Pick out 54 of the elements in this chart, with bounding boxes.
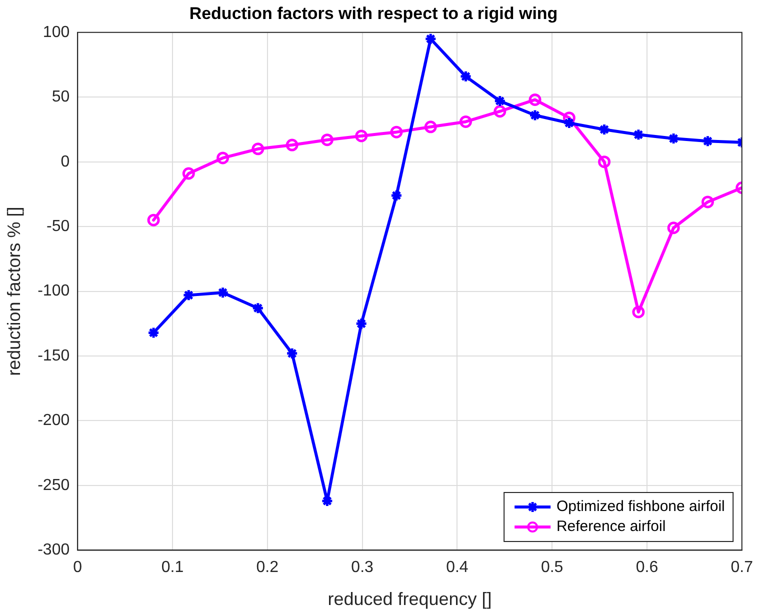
point: [494, 94, 506, 108]
x-tick-label: 0.2: [256, 559, 279, 576]
point: [494, 105, 506, 118]
chart-title: Reduction factors with respect to a rigid wing: [189, 4, 558, 23]
point: [252, 302, 264, 314]
x-axis-title: reduced frequency []: [328, 589, 492, 610]
point: [286, 138, 298, 152]
point: [424, 120, 437, 134]
y-tick-label: -50: [46, 218, 70, 235]
point: [632, 128, 645, 141]
point: [182, 167, 195, 180]
point: [355, 317, 368, 330]
x-tick-label: 0.1: [161, 559, 184, 576]
point: [667, 132, 680, 145]
point: [355, 130, 368, 142]
point: [598, 156, 611, 168]
y-tick-label: -200: [38, 412, 70, 430]
point: [562, 116, 576, 130]
point: [424, 32, 437, 46]
legend-label: Reference airfoil: [556, 517, 666, 538]
x-tick-label: 0.7: [730, 559, 754, 576]
point: [632, 306, 645, 318]
x-tick-label: 0.4: [446, 559, 468, 576]
point: [147, 214, 160, 226]
point: [459, 115, 472, 128]
point: [528, 109, 542, 122]
x-tick-label: 0: [73, 559, 82, 576]
point: [701, 134, 714, 148]
point: [390, 189, 403, 202]
y-tick-label: -250: [38, 476, 70, 494]
point: [459, 70, 472, 83]
x-tick-label: 0.5: [540, 559, 564, 576]
point: [701, 196, 714, 208]
y-tick-label: -150: [38, 347, 70, 364]
y-tick-label: -100: [38, 282, 70, 300]
point: [320, 134, 334, 146]
y-tick-label: -300: [38, 542, 70, 559]
point: [528, 93, 542, 106]
y-tick-label: 50: [52, 88, 70, 106]
y-axis-title: reduction factors % []: [4, 206, 24, 376]
point: [252, 142, 264, 156]
point: [667, 222, 680, 234]
legend-label: Optimized fishbone airfoil: [556, 497, 725, 518]
point: [182, 288, 195, 302]
point: [147, 326, 160, 339]
point: [286, 347, 298, 360]
x-tick-label: 0.6: [636, 559, 658, 576]
y-tick-label: 100: [42, 24, 70, 41]
point: [390, 126, 403, 138]
x-tick-label: 0.3: [351, 559, 374, 576]
y-tick-label: 0: [60, 153, 70, 170]
point: [216, 286, 230, 299]
point: [216, 152, 230, 164]
point: [598, 123, 611, 136]
